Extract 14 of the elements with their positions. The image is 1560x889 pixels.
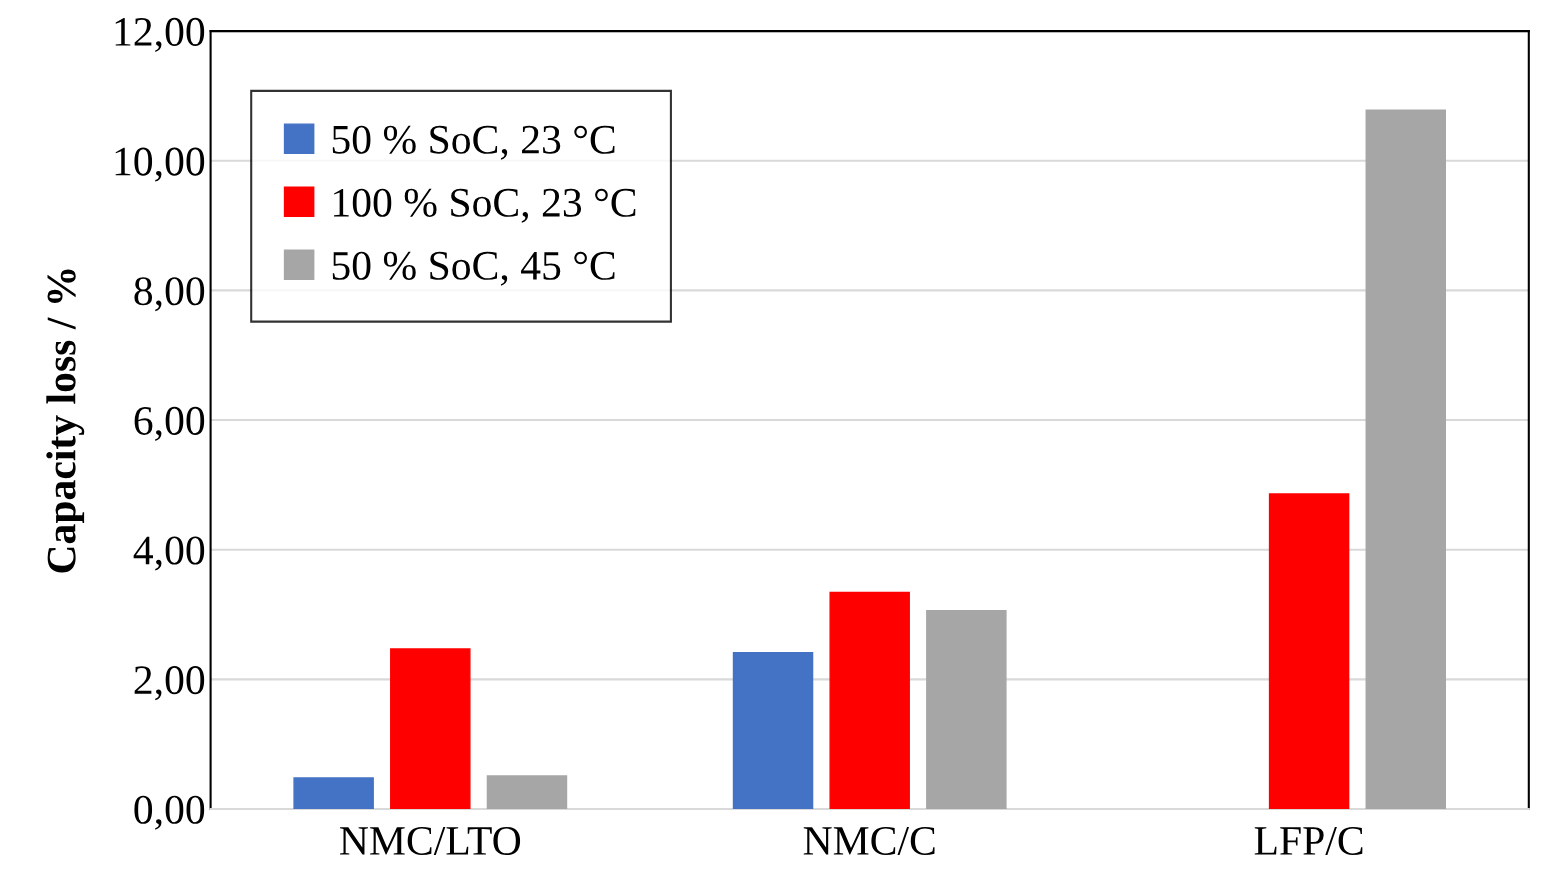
- y-tick-label: 4,00: [133, 536, 205, 571]
- x-tick-label: NMC/C: [803, 826, 935, 855]
- y-tick-label: 10,00: [115, 147, 205, 182]
- y-tick-label: 6,00: [134, 406, 205, 441]
- y-tick-label: 2,00: [134, 666, 205, 701]
- legend-label: 100 % SoC, 23 °C: [334, 188, 636, 223]
- x-tick-label: NMC/LTO: [340, 826, 521, 855]
- y-tick-label: 12,00: [115, 17, 205, 52]
- y-axis-title: Capacity loss / %: [46, 269, 85, 573]
- x-tick-label: LFP/C: [1254, 826, 1363, 855]
- y-tick-label: 0,00: [134, 795, 205, 830]
- legend-label: 50 % SoC, 45 °C: [332, 251, 615, 286]
- legend-label: 50 % SoC, 23 °C: [332, 125, 615, 160]
- y-tick-label: 8,00: [134, 277, 205, 312]
